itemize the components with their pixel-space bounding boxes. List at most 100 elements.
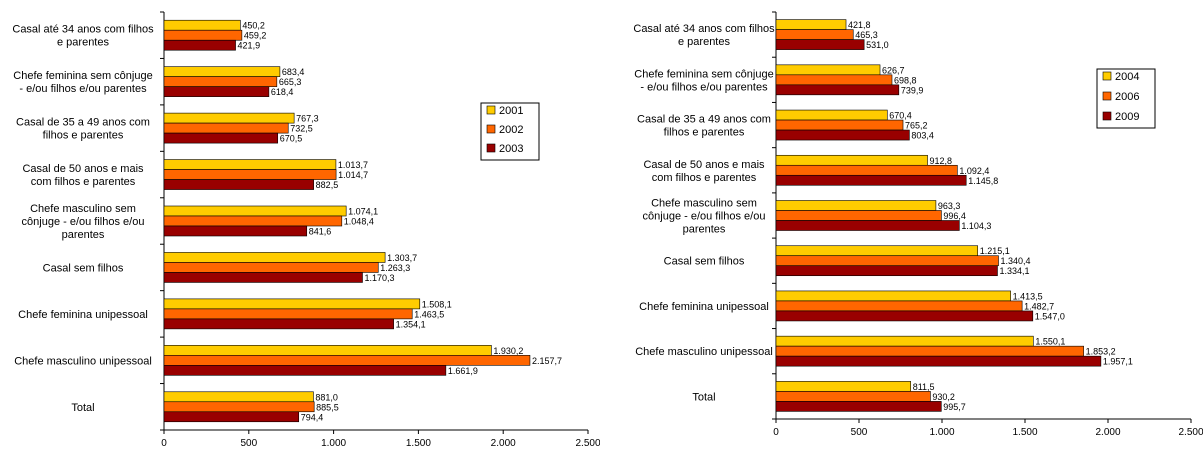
bar-2004 <box>775 109 888 121</box>
bar-2001 <box>163 205 347 217</box>
legend-swatch-2001 <box>486 105 496 115</box>
data-label: 996,4 <box>943 211 966 221</box>
bar-2009 <box>775 129 910 141</box>
bar-2004 <box>775 335 1034 347</box>
bar-2006 <box>775 119 904 131</box>
data-label: 1.482,7 <box>1024 301 1054 311</box>
data-label: 1.104,3 <box>961 221 991 231</box>
data-label: 1.550,1 <box>1035 337 1065 347</box>
x-tick-label: 2.000 <box>491 438 516 449</box>
data-label: 421,9 <box>238 41 261 51</box>
bar-2009 <box>775 174 967 186</box>
legend-swatch-2003 <box>486 143 496 153</box>
bar-2006 <box>775 29 854 40</box>
bar-2004 <box>775 19 847 30</box>
bar-2006 <box>775 210 942 221</box>
bar-2004 <box>775 381 912 392</box>
data-label: 912,8 <box>930 156 953 166</box>
data-label: 531,0 <box>866 40 889 50</box>
category-label: Chefe feminina sem cônjuge <box>13 70 152 82</box>
bar-2003 <box>163 86 270 97</box>
data-label: 1.508,1 <box>422 299 452 309</box>
x-tick-label: 1.500 <box>406 438 431 449</box>
x-tick-label: 2.000 <box>1095 427 1120 438</box>
bar-2002 <box>163 122 289 134</box>
data-label: 1.413,5 <box>1013 291 1043 301</box>
bar-2004 <box>775 200 937 211</box>
bar-2002 <box>163 215 343 227</box>
bar-2003 <box>163 225 308 237</box>
x-tick-label: 500 <box>851 427 868 438</box>
category-label: Chefe masculino unipessoal <box>635 346 773 358</box>
bar-2003 <box>163 365 447 376</box>
legend-label-2006: 2006 <box>1115 91 1139 103</box>
data-label: 626,7 <box>882 65 905 75</box>
data-label: 1.661,9 <box>448 366 478 376</box>
bar-2009 <box>775 220 960 231</box>
data-label: 1.013,7 <box>338 160 368 170</box>
data-label: 670,5 <box>280 134 303 144</box>
category-label: Chefe feminina unipessoal <box>18 309 148 321</box>
data-label: 882,5 <box>316 180 339 190</box>
data-label: 1.957,1 <box>1103 357 1133 367</box>
bar-2001 <box>163 19 241 31</box>
category-label: parentes <box>62 229 105 241</box>
bar-2001 <box>163 159 337 170</box>
category-label: Casal sem filhos <box>43 262 124 274</box>
category-label: - e/ou filhos e/ou parentes <box>19 83 147 95</box>
data-label: 1.215,1 <box>980 246 1010 256</box>
legend-label-2001: 2001 <box>499 105 523 117</box>
bar-2003 <box>163 39 236 51</box>
data-label: 803,4 <box>911 131 934 141</box>
bar-2002 <box>163 29 243 41</box>
bar-2003 <box>163 179 314 190</box>
category-label: Total <box>692 391 715 403</box>
bar-2003 <box>163 318 394 330</box>
x-tick-label: 2.500 <box>1178 427 1203 438</box>
bar-2009 <box>775 401 942 412</box>
category-label: filhos e parentes <box>43 130 124 142</box>
bar-2001 <box>163 252 386 263</box>
legend-swatch-2006 <box>1102 91 1112 101</box>
legend-swatch-2002 <box>486 124 496 134</box>
bar-2002 <box>163 401 315 413</box>
bar-2003 <box>163 411 300 423</box>
data-label: 683,4 <box>282 67 305 77</box>
category-label: Chefe masculino unipessoal <box>14 355 152 367</box>
legend-label-2004: 2004 <box>1115 71 1139 83</box>
data-label: 811,5 <box>913 382 935 392</box>
category-label: Casal de 35 a 49 anos com <box>637 114 771 126</box>
bar-2004 <box>775 154 928 166</box>
bar-2002 <box>163 308 413 320</box>
bar-2001 <box>163 66 281 77</box>
bar-2002 <box>163 169 337 180</box>
category-label: e parentes <box>678 36 730 48</box>
legend-label-2002: 2002 <box>499 124 523 136</box>
x-tick-label: 2.500 <box>575 438 600 449</box>
category-label: Casal sem filhos <box>664 256 745 268</box>
data-label: 765,2 <box>905 121 928 131</box>
bar-2009 <box>775 355 1102 367</box>
data-label: 881,0 <box>315 392 338 402</box>
bar-2006 <box>775 300 1023 312</box>
data-label: 1.334,1 <box>999 266 1029 276</box>
data-label: 1.092,4 <box>959 166 989 176</box>
bar-2004 <box>775 290 1011 302</box>
bar-2001 <box>163 112 295 124</box>
bar-2001 <box>163 345 492 356</box>
data-label: 963,3 <box>938 201 961 211</box>
data-label: 1.074,1 <box>348 207 378 217</box>
data-label: 1.354,1 <box>396 319 426 329</box>
bar-2006 <box>775 255 999 267</box>
category-label: Casal até 34 anos com filhos <box>12 24 154 36</box>
bar-2009 <box>775 265 998 277</box>
category-label: Total <box>71 402 94 414</box>
bar-2009 <box>775 39 865 50</box>
bar-2009 <box>775 310 1034 322</box>
bar-2006 <box>775 164 958 176</box>
bar-2002 <box>163 76 278 87</box>
x-tick-label: 0 <box>161 438 167 449</box>
data-label: 841,6 <box>309 227 332 237</box>
bar-2006 <box>775 345 1084 357</box>
data-label: 930,2 <box>932 392 955 402</box>
